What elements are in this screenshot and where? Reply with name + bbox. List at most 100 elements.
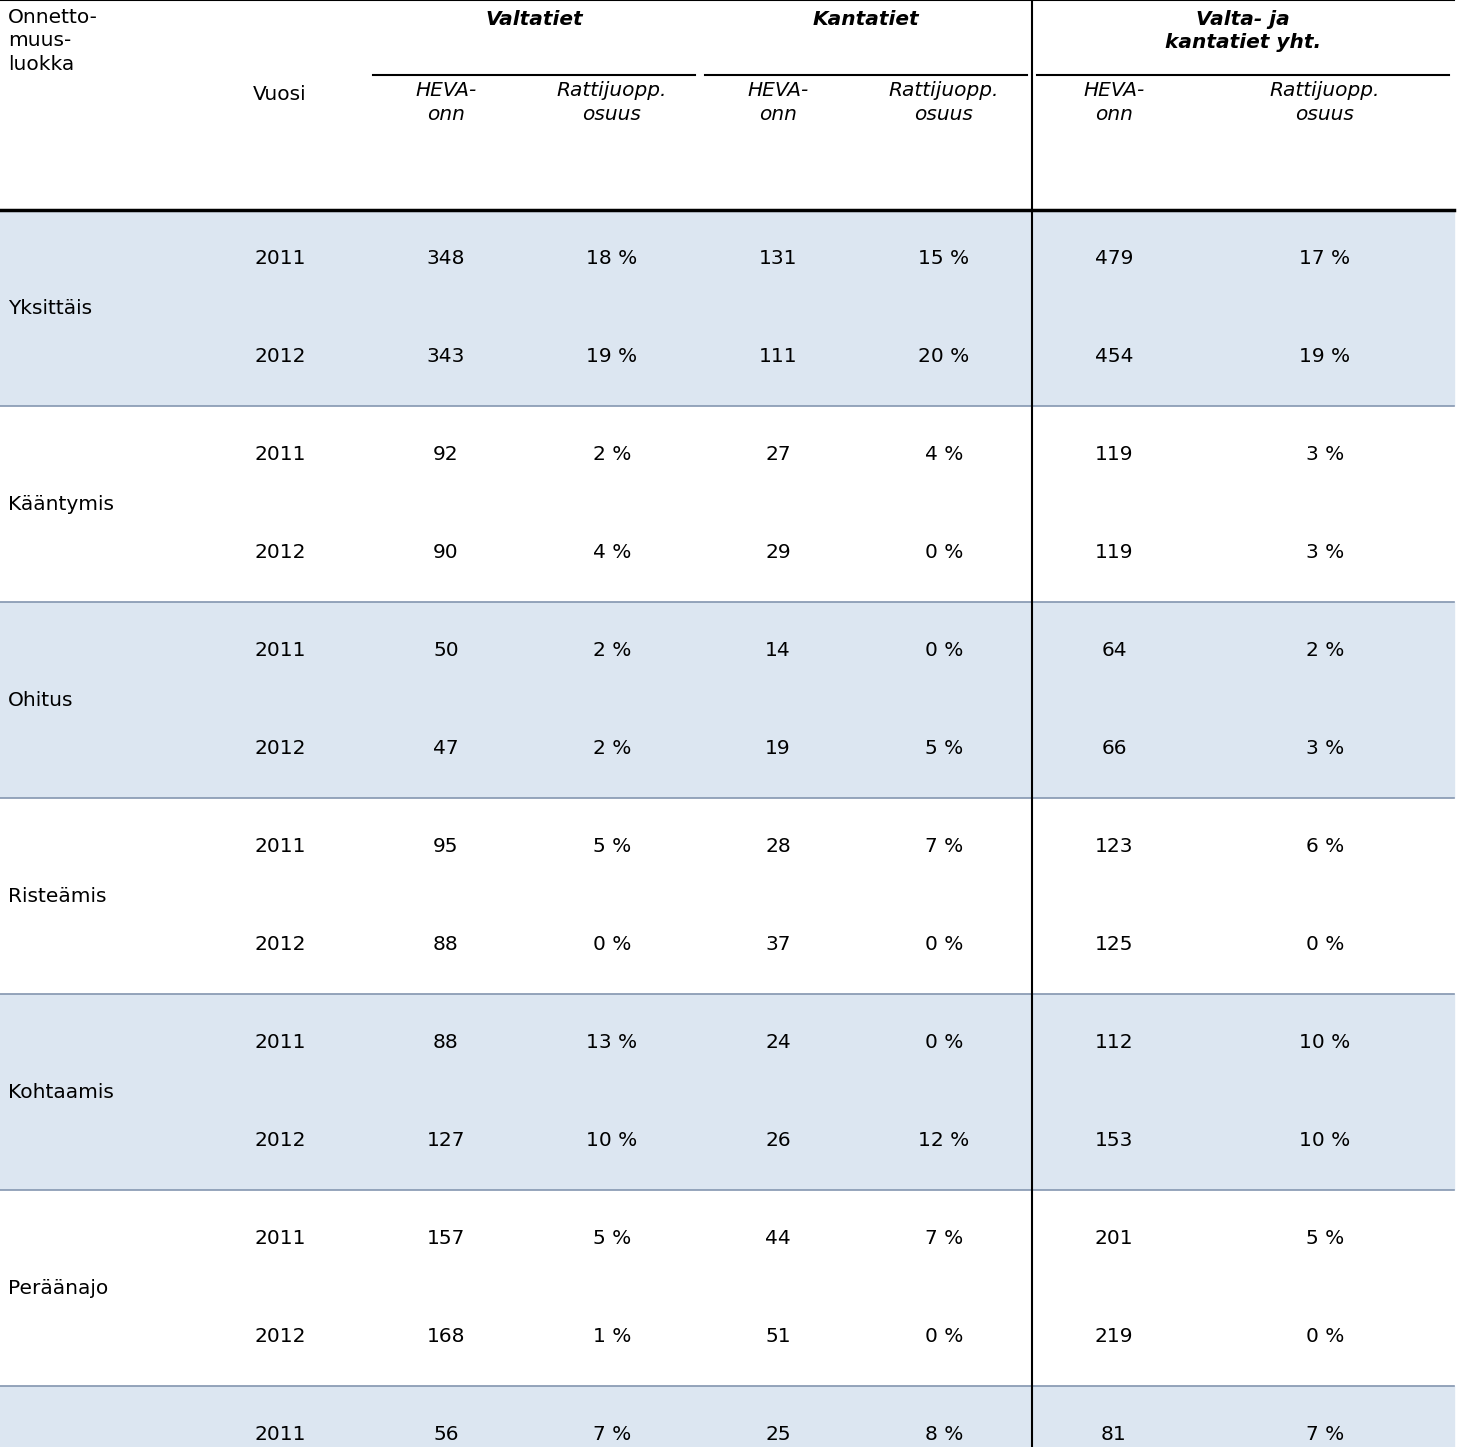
Text: 27: 27 bbox=[765, 446, 791, 464]
Text: 44: 44 bbox=[765, 1230, 791, 1249]
Text: HEVA-
onn: HEVA- onn bbox=[415, 81, 477, 123]
Text: 3 %: 3 % bbox=[1306, 739, 1344, 758]
Text: 95: 95 bbox=[433, 838, 459, 857]
Text: 5 %: 5 % bbox=[925, 739, 963, 758]
Text: Valtatiet: Valtatiet bbox=[485, 10, 583, 29]
Text: 2011: 2011 bbox=[254, 446, 306, 464]
Text: 5 %: 5 % bbox=[594, 838, 632, 857]
Text: 0 %: 0 % bbox=[925, 936, 963, 955]
Text: Kantatiet: Kantatiet bbox=[813, 10, 920, 29]
Text: 18 %: 18 % bbox=[586, 249, 637, 269]
Text: 454: 454 bbox=[1095, 347, 1133, 366]
Text: 5 %: 5 % bbox=[1306, 1230, 1344, 1249]
Text: 90: 90 bbox=[433, 544, 459, 563]
Text: 111: 111 bbox=[759, 347, 797, 366]
Text: 119: 119 bbox=[1095, 446, 1133, 464]
Text: 2011: 2011 bbox=[254, 838, 306, 857]
Text: 14: 14 bbox=[765, 641, 791, 660]
Text: 10 %: 10 % bbox=[1300, 1033, 1351, 1052]
Text: HEVA-
onn: HEVA- onn bbox=[1083, 81, 1145, 123]
Text: 2012: 2012 bbox=[254, 544, 306, 563]
Text: 51: 51 bbox=[765, 1327, 791, 1347]
Text: 19 %: 19 % bbox=[1300, 347, 1351, 366]
Text: 127: 127 bbox=[427, 1132, 465, 1150]
Text: 157: 157 bbox=[427, 1230, 465, 1249]
Text: 479: 479 bbox=[1095, 249, 1133, 269]
Text: 153: 153 bbox=[1095, 1132, 1133, 1150]
Text: 5 %: 5 % bbox=[594, 1230, 632, 1249]
Text: 201: 201 bbox=[1095, 1230, 1133, 1249]
Text: 88: 88 bbox=[433, 1033, 459, 1052]
Text: 19 %: 19 % bbox=[586, 347, 637, 366]
Text: 4 %: 4 % bbox=[925, 446, 963, 464]
Bar bbox=[0, 797, 1455, 994]
Text: 13 %: 13 % bbox=[586, 1033, 637, 1052]
Bar bbox=[0, 994, 1455, 1189]
Text: HEVA-
onn: HEVA- onn bbox=[747, 81, 808, 123]
Text: 66: 66 bbox=[1101, 739, 1127, 758]
Text: 0 %: 0 % bbox=[1306, 936, 1344, 955]
Text: 56: 56 bbox=[433, 1425, 459, 1444]
Text: 123: 123 bbox=[1095, 838, 1133, 857]
Text: 2011: 2011 bbox=[254, 1033, 306, 1052]
Text: 0 %: 0 % bbox=[925, 641, 963, 660]
Bar bbox=[0, 1189, 1455, 1386]
Bar bbox=[0, 1386, 1455, 1447]
Text: 3 %: 3 % bbox=[1306, 446, 1344, 464]
Text: 2 %: 2 % bbox=[592, 446, 632, 464]
Text: 348: 348 bbox=[427, 249, 465, 269]
Text: 2011: 2011 bbox=[254, 1425, 306, 1444]
Text: 0 %: 0 % bbox=[925, 1033, 963, 1052]
Text: 131: 131 bbox=[759, 249, 797, 269]
Text: 112: 112 bbox=[1095, 1033, 1133, 1052]
Text: 0 %: 0 % bbox=[925, 1327, 963, 1347]
Text: 17 %: 17 % bbox=[1300, 249, 1351, 269]
Text: Kääntymis: Kääntymis bbox=[7, 495, 114, 514]
Text: Rattijuopp.
osuus: Rattijuopp. osuus bbox=[889, 81, 999, 123]
Text: 19: 19 bbox=[765, 739, 791, 758]
Text: 47: 47 bbox=[433, 739, 459, 758]
Text: 0 %: 0 % bbox=[1306, 1327, 1344, 1347]
Text: 0 %: 0 % bbox=[925, 544, 963, 563]
Text: 2 %: 2 % bbox=[592, 739, 632, 758]
Text: 3 %: 3 % bbox=[1306, 544, 1344, 563]
Text: Peräänajo: Peräänajo bbox=[7, 1279, 108, 1298]
Text: 24: 24 bbox=[765, 1033, 791, 1052]
Text: 26: 26 bbox=[765, 1132, 791, 1150]
Text: 28: 28 bbox=[765, 838, 791, 857]
Text: 168: 168 bbox=[427, 1327, 465, 1347]
Text: 2012: 2012 bbox=[254, 347, 306, 366]
Text: Yksittäis: Yksittäis bbox=[7, 298, 92, 317]
Text: 10 %: 10 % bbox=[1300, 1132, 1351, 1150]
Text: 10 %: 10 % bbox=[586, 1132, 637, 1150]
Text: 37: 37 bbox=[765, 936, 791, 955]
Text: 50: 50 bbox=[433, 641, 459, 660]
Text: 0 %: 0 % bbox=[592, 936, 632, 955]
Text: 7 %: 7 % bbox=[594, 1425, 632, 1444]
Text: 4 %: 4 % bbox=[592, 544, 632, 563]
Text: 64: 64 bbox=[1101, 641, 1127, 660]
Text: Risteämis: Risteämis bbox=[7, 887, 107, 906]
Text: 7 %: 7 % bbox=[925, 838, 963, 857]
Text: 343: 343 bbox=[427, 347, 465, 366]
Text: Rattijuopp.
osuus: Rattijuopp. osuus bbox=[557, 81, 667, 123]
Text: 219: 219 bbox=[1095, 1327, 1133, 1347]
Text: 125: 125 bbox=[1095, 936, 1133, 955]
Text: 1 %: 1 % bbox=[592, 1327, 632, 1347]
Text: 92: 92 bbox=[433, 446, 459, 464]
Bar bbox=[0, 407, 1455, 602]
Bar bbox=[0, 602, 1455, 797]
Text: 2 %: 2 % bbox=[1306, 641, 1344, 660]
Text: Kohtaamis: Kohtaamis bbox=[7, 1082, 114, 1101]
Text: 2011: 2011 bbox=[254, 1230, 306, 1249]
Text: 2012: 2012 bbox=[254, 1327, 306, 1347]
Text: 12 %: 12 % bbox=[918, 1132, 969, 1150]
Text: 29: 29 bbox=[765, 544, 791, 563]
Bar bbox=[0, 0, 1455, 210]
Text: 2012: 2012 bbox=[254, 739, 306, 758]
Text: Ohitus: Ohitus bbox=[7, 690, 73, 709]
Text: Vuosi: Vuosi bbox=[253, 85, 307, 104]
Text: 88: 88 bbox=[433, 936, 459, 955]
Text: 81: 81 bbox=[1101, 1425, 1127, 1444]
Text: 8 %: 8 % bbox=[925, 1425, 963, 1444]
